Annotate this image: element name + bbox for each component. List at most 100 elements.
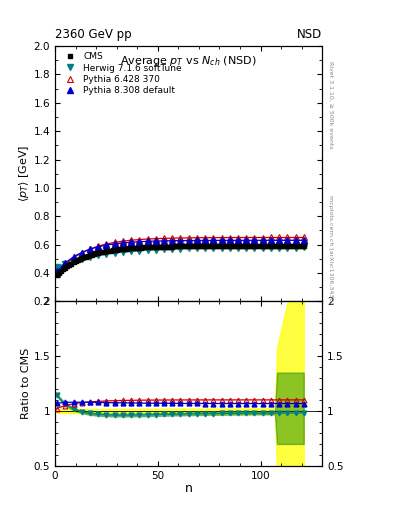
Pythia 8.308 default xyxy=(203,238,208,244)
Pythia 8.308 default xyxy=(63,260,68,266)
CMS xyxy=(221,243,226,249)
Pythia 6.428 370 xyxy=(63,262,68,268)
Herwig 7.1.6 softTune xyxy=(260,245,265,251)
Legend: CMS, Herwig 7.1.6 softTune, Pythia 6.428 370, Pythia 8.308 default: CMS, Herwig 7.1.6 softTune, Pythia 6.428… xyxy=(59,51,184,97)
Pythia 6.428 370 xyxy=(153,236,158,242)
Herwig 7.1.6 softTune xyxy=(178,246,183,252)
Pythia 6.428 370 xyxy=(96,243,101,249)
Pythia 8.308 default xyxy=(104,242,109,248)
Herwig 7.1.6 softTune xyxy=(55,264,59,270)
CMS xyxy=(160,244,164,250)
Pythia 6.428 370 xyxy=(277,234,281,241)
Pythia 6.428 370 xyxy=(195,234,199,241)
Pythia 8.308 default xyxy=(244,237,248,243)
Pythia 6.428 370 xyxy=(178,235,183,241)
Pythia 8.308 default xyxy=(55,268,59,274)
Herwig 7.1.6 softTune xyxy=(228,245,232,251)
Herwig 7.1.6 softTune xyxy=(219,245,224,251)
Pythia 8.308 default xyxy=(88,246,92,252)
Pythia 8.308 default xyxy=(145,238,150,244)
Pythia 8.308 default xyxy=(153,238,158,244)
Pythia 8.308 default xyxy=(129,239,134,245)
Herwig 7.1.6 softTune xyxy=(211,245,216,251)
Herwig 7.1.6 softTune xyxy=(71,258,76,264)
Pythia 8.308 default xyxy=(96,244,101,250)
Pythia 6.428 370 xyxy=(88,246,92,252)
Pythia 6.428 370 xyxy=(104,241,109,247)
Pythia 6.428 370 xyxy=(219,234,224,241)
Herwig 7.1.6 softTune xyxy=(244,245,248,251)
Pythia 6.428 370 xyxy=(145,236,150,242)
CMS xyxy=(55,272,59,278)
Pythia 6.428 370 xyxy=(170,235,174,241)
Herwig 7.1.6 softTune xyxy=(137,247,141,253)
Pythia 6.428 370 xyxy=(129,237,134,243)
Herwig 7.1.6 softTune xyxy=(112,250,117,256)
Pythia 8.308 default xyxy=(219,237,224,243)
Pythia 8.308 default xyxy=(170,238,174,244)
Pythia 8.308 default xyxy=(236,237,241,243)
Pythia 8.308 default xyxy=(211,238,216,244)
CMS xyxy=(301,243,306,249)
Text: 2360 GeV pp: 2360 GeV pp xyxy=(55,28,132,41)
Line: CMS: CMS xyxy=(55,244,305,277)
Text: NSD: NSD xyxy=(297,28,322,41)
Pythia 6.428 370 xyxy=(301,234,306,241)
Pythia 6.428 370 xyxy=(244,234,248,241)
Herwig 7.1.6 softTune xyxy=(162,246,166,252)
Text: CMS_2011_S8884919: CMS_2011_S8884919 xyxy=(148,241,230,250)
Pythia 6.428 370 xyxy=(285,234,290,241)
Pythia 6.428 370 xyxy=(293,234,298,241)
Line: Pythia 6.428 370: Pythia 6.428 370 xyxy=(54,234,307,276)
Herwig 7.1.6 softTune xyxy=(285,244,290,250)
Pythia 8.308 default xyxy=(71,254,76,260)
Pythia 8.308 default xyxy=(301,237,306,243)
Pythia 8.308 default xyxy=(186,238,191,244)
Pythia 6.428 370 xyxy=(55,271,59,277)
Pythia 6.428 370 xyxy=(260,234,265,241)
Pythia 6.428 370 xyxy=(228,234,232,241)
Herwig 7.1.6 softTune xyxy=(170,246,174,252)
Text: Rivet 3.1.10, ≥ 500k events: Rivet 3.1.10, ≥ 500k events xyxy=(328,61,333,149)
CMS xyxy=(79,255,84,262)
Y-axis label: Ratio to CMS: Ratio to CMS xyxy=(21,348,31,419)
Pythia 8.308 default xyxy=(252,237,257,243)
Pythia 6.428 370 xyxy=(211,234,216,241)
Herwig 7.1.6 softTune xyxy=(293,244,298,250)
Line: Pythia 8.308 default: Pythia 8.308 default xyxy=(54,238,307,274)
Pythia 8.308 default xyxy=(228,237,232,243)
Text: Average $p_T$ vs $N_{ch}$ (NSD): Average $p_T$ vs $N_{ch}$ (NSD) xyxy=(120,54,257,68)
Herwig 7.1.6 softTune xyxy=(252,245,257,251)
Pythia 8.308 default xyxy=(178,238,183,244)
Herwig 7.1.6 softTune xyxy=(88,254,92,260)
Pythia 8.308 default xyxy=(79,249,84,255)
Herwig 7.1.6 softTune xyxy=(301,244,306,250)
Pythia 6.428 370 xyxy=(112,239,117,245)
X-axis label: n: n xyxy=(185,482,193,495)
Pythia 6.428 370 xyxy=(162,236,166,242)
Pythia 8.308 default xyxy=(121,240,125,246)
Pythia 8.308 default xyxy=(137,239,141,245)
Pythia 6.428 370 xyxy=(203,234,208,241)
Pythia 8.308 default xyxy=(268,237,273,243)
Text: mcplots.cern.ch [arXiv:1306.3436]: mcplots.cern.ch [arXiv:1306.3436] xyxy=(328,195,333,303)
CMS xyxy=(112,247,117,253)
Herwig 7.1.6 softTune xyxy=(121,249,125,255)
Herwig 7.1.6 softTune xyxy=(63,261,68,267)
Herwig 7.1.6 softTune xyxy=(129,248,134,254)
Line: Herwig 7.1.6 softTune: Herwig 7.1.6 softTune xyxy=(54,245,307,270)
Pythia 8.308 default xyxy=(162,238,166,244)
Pythia 8.308 default xyxy=(285,237,290,243)
Herwig 7.1.6 softTune xyxy=(203,245,208,251)
Pythia 8.308 default xyxy=(195,238,199,244)
CMS xyxy=(209,243,214,249)
Pythia 6.428 370 xyxy=(121,238,125,244)
Y-axis label: $\langle p_T \rangle$ [GeV]: $\langle p_T \rangle$ [GeV] xyxy=(17,145,31,202)
Herwig 7.1.6 softTune xyxy=(96,252,101,259)
Pythia 6.428 370 xyxy=(79,250,84,256)
Pythia 6.428 370 xyxy=(137,237,141,243)
Herwig 7.1.6 softTune xyxy=(145,247,150,253)
Herwig 7.1.6 softTune xyxy=(268,245,273,251)
Herwig 7.1.6 softTune xyxy=(104,251,109,257)
Herwig 7.1.6 softTune xyxy=(186,245,191,251)
